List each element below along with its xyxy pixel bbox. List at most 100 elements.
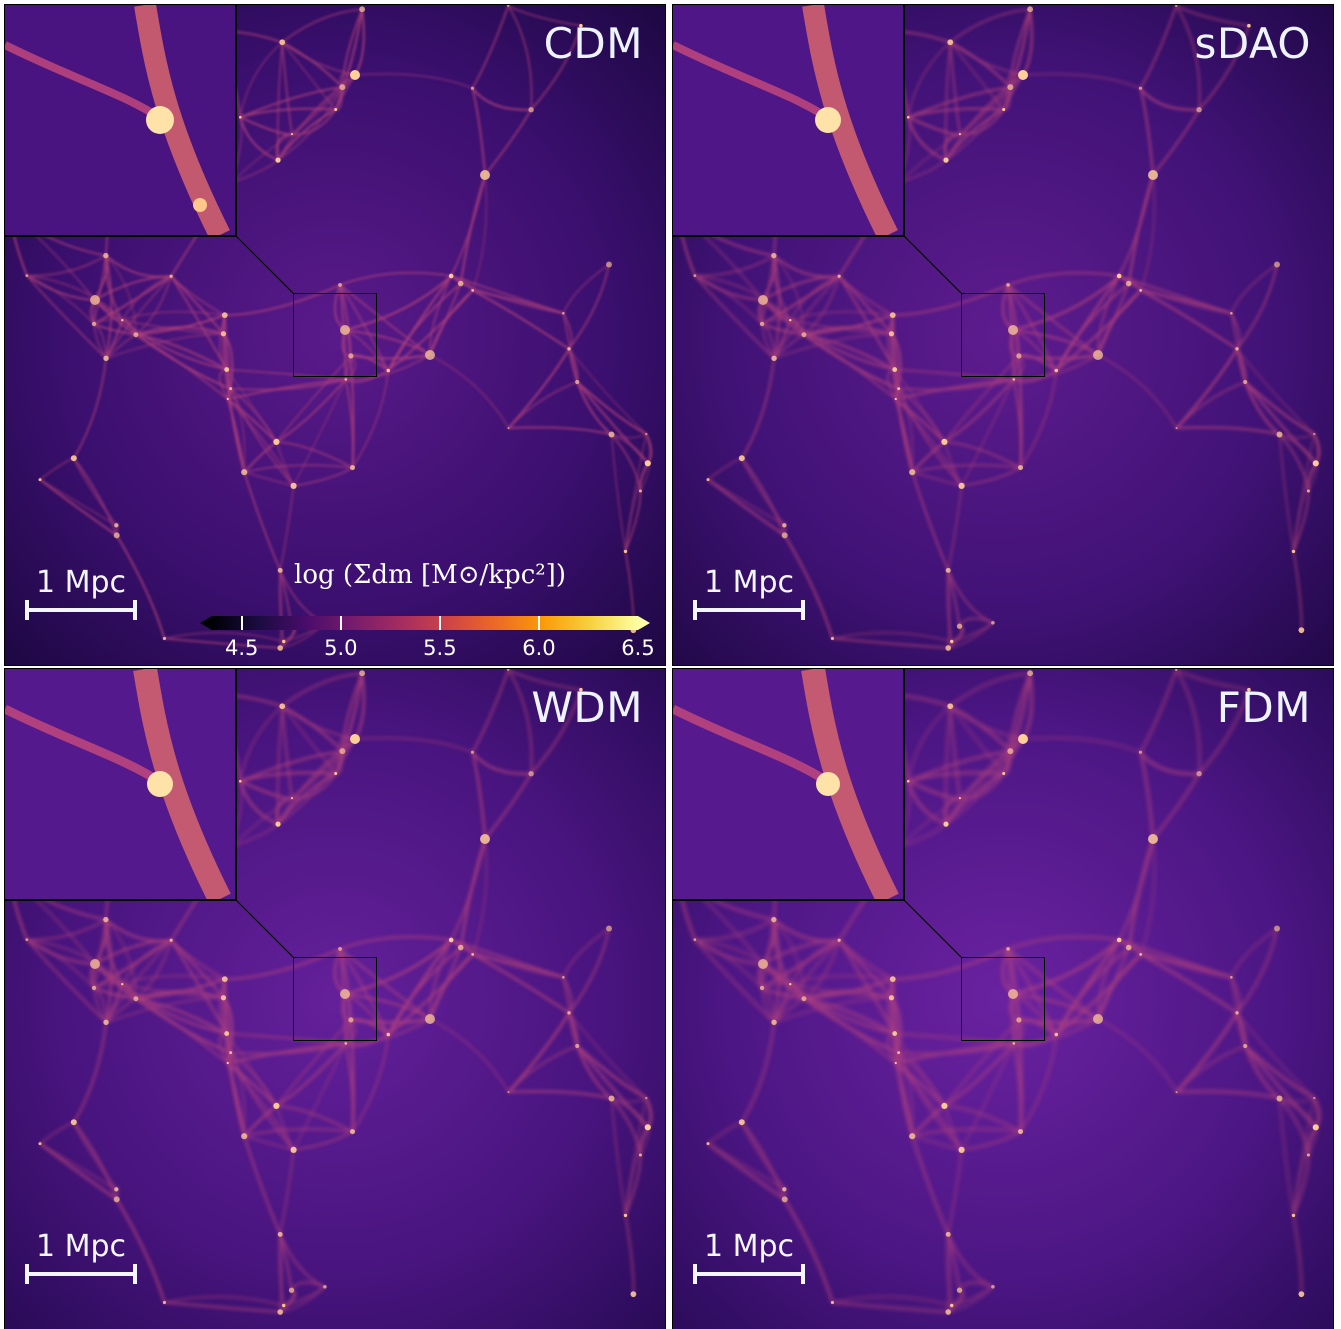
filament [1236, 348, 1316, 435]
filament [762, 275, 840, 302]
halo-node [1007, 748, 1014, 755]
filament [275, 1019, 352, 1107]
halo-node [562, 311, 565, 315]
filament [507, 5, 533, 110]
filament [911, 1127, 1021, 1138]
filament [226, 398, 246, 473]
halo-node [277, 567, 283, 573]
filament [344, 938, 453, 996]
filament [1278, 1097, 1310, 1156]
scale-bar-line [693, 600, 805, 620]
filament [694, 274, 764, 302]
halo-node [238, 115, 242, 119]
filament [280, 706, 294, 799]
filament [387, 946, 462, 1036]
halo-node [1243, 379, 1248, 385]
halo-node [1006, 947, 1010, 951]
filament [911, 1104, 946, 1138]
filament [275, 1042, 347, 1108]
filament [92, 963, 108, 1024]
filament [897, 1051, 915, 1137]
filament [507, 348, 570, 429]
filament [897, 387, 946, 443]
filament [832, 631, 953, 643]
halo-node [1002, 772, 1006, 776]
filament [428, 947, 462, 1020]
filament [351, 370, 390, 469]
halo-node [782, 523, 787, 528]
colorbar-tick [438, 616, 441, 630]
halo-node [943, 821, 949, 827]
filament [907, 41, 952, 118]
halo-node [945, 1231, 951, 1237]
halo-node [1312, 460, 1319, 467]
filament [275, 355, 352, 443]
panel-label: sDAO [1194, 19, 1311, 68]
filament [239, 749, 343, 783]
halo-node [706, 1142, 710, 1146]
filament [783, 1198, 834, 1303]
halo-node [1306, 1153, 1310, 1157]
filament [1139, 87, 1155, 176]
colorbar-tick [240, 616, 243, 630]
halo-node [945, 1309, 951, 1315]
filament [1230, 263, 1278, 314]
filament [1176, 1090, 1280, 1100]
filament [26, 938, 96, 966]
halo-node [906, 779, 910, 783]
filament [949, 41, 1005, 111]
halo-node [759, 985, 765, 991]
halo-node [114, 1187, 119, 1192]
filament [1019, 1034, 1058, 1133]
filament [121, 974, 225, 986]
filament [1097, 1017, 1178, 1093]
filament [773, 332, 892, 360]
filament [115, 1198, 166, 1303]
filament [72, 457, 118, 526]
filament [339, 271, 452, 286]
filament [1096, 283, 1130, 356]
filament [1006, 948, 1016, 1044]
halo-node [290, 797, 294, 800]
scale-label: 1 Mpc [703, 565, 795, 600]
filament [507, 1012, 571, 1093]
filament [281, 671, 363, 708]
filament [891, 315, 898, 400]
halo-node [290, 133, 294, 136]
filament [105, 254, 137, 335]
filament [229, 1051, 278, 1107]
filament [610, 433, 642, 492]
filament [277, 750, 344, 826]
filament [1235, 1011, 1316, 1100]
filament [230, 1042, 347, 1055]
halo-node [229, 1051, 233, 1055]
filament [104, 255, 124, 321]
filament [339, 284, 390, 371]
filament [1096, 947, 1131, 1020]
halo-node [606, 925, 613, 932]
filament [428, 275, 453, 356]
filament [239, 116, 279, 162]
panel-wdm: WDM 1 Mpc [4, 668, 666, 1329]
filament [947, 570, 961, 627]
colorbar-tick [537, 616, 540, 630]
halo-node [279, 39, 286, 46]
filament [227, 1042, 346, 1065]
filament [772, 919, 792, 985]
filament [694, 918, 775, 942]
filament [894, 398, 914, 473]
filament [164, 1301, 281, 1314]
filament [239, 107, 336, 119]
filament [530, 25, 582, 111]
halo-node [801, 332, 807, 338]
filament [239, 780, 279, 826]
filament [576, 381, 649, 464]
filament [911, 471, 962, 488]
filament [694, 274, 792, 321]
halo-node [90, 959, 100, 969]
halo-node [507, 669, 510, 671]
halo-node [38, 1142, 42, 1146]
filament [484, 109, 532, 176]
filament [948, 706, 962, 799]
halo-node [1018, 70, 1028, 80]
